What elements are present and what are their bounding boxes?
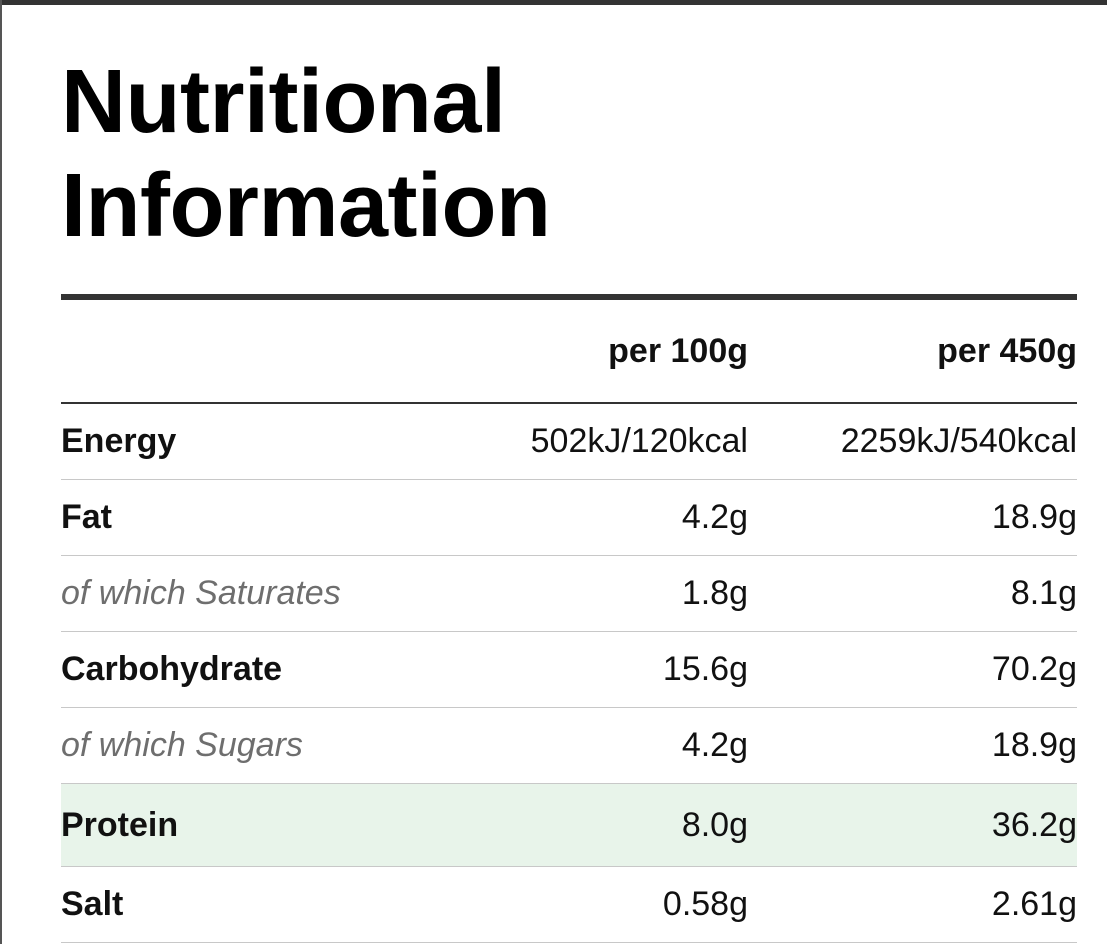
value-per-100g: 15.6g bbox=[448, 631, 748, 708]
top-border bbox=[0, 0, 1107, 5]
value-per-100g: 0.58g bbox=[448, 866, 748, 943]
value-per-100g: 8.0g bbox=[448, 783, 748, 867]
title-line-1: Nutritional bbox=[61, 52, 506, 152]
value-per-450g: 18.9g bbox=[748, 479, 1077, 556]
nutrient-name: Protein bbox=[61, 783, 448, 867]
table-row-energy: Energy 502kJ/120kcal 2259kJ/540kcal bbox=[61, 403, 1077, 480]
header-row: per 100g per 450g bbox=[61, 300, 1077, 404]
value-per-100g: 4.2g bbox=[448, 707, 748, 784]
table-row-saturates: of which Saturates 1.8g 8.1g bbox=[61, 555, 1077, 632]
value-per-450g: 70.2g bbox=[748, 631, 1077, 708]
header-per-450g: per 450g bbox=[748, 300, 1077, 404]
value-per-450g: 2259kJ/540kcal bbox=[748, 403, 1077, 480]
header-nutrient bbox=[61, 300, 448, 404]
table-row-salt: Salt 0.58g 2.61g bbox=[61, 866, 1077, 943]
nutrient-name: of which Saturates bbox=[61, 555, 448, 632]
value-per-100g: 502kJ/120kcal bbox=[448, 403, 748, 480]
value-per-450g: 36.2g bbox=[748, 783, 1077, 867]
table-row-sugars: of which Sugars 4.2g 18.9g bbox=[61, 707, 1077, 784]
nutrient-name: Fat bbox=[61, 479, 448, 556]
value-per-100g: 1.8g bbox=[448, 555, 748, 632]
nutrition-table-header: per 100g per 450g bbox=[61, 300, 1077, 404]
table-row-fat: Fat 4.2g 18.9g bbox=[61, 479, 1077, 556]
value-per-100g: 4.2g bbox=[448, 479, 748, 556]
table-row-protein: Protein 8.0g 36.2g bbox=[61, 783, 1077, 867]
value-per-450g: 2.61g bbox=[748, 866, 1077, 943]
nutrition-table-body: Energy 502kJ/120kcal 2259kJ/540kcal Fat … bbox=[61, 403, 1077, 943]
value-per-450g: 8.1g bbox=[748, 555, 1077, 632]
page-title: Nutritional Information bbox=[61, 50, 551, 258]
title-divider bbox=[61, 294, 1077, 300]
value-per-450g: 18.9g bbox=[748, 707, 1077, 784]
table-row-carbohydrate: Carbohydrate 15.6g 70.2g bbox=[61, 631, 1077, 708]
nutrient-name: Salt bbox=[61, 866, 448, 943]
title-line-2: Information bbox=[61, 156, 551, 256]
nutrition-table: per 100g per 450g Energy 502kJ/120kcal 2… bbox=[61, 300, 1077, 943]
nutrient-name: Energy bbox=[61, 403, 448, 480]
left-border bbox=[0, 0, 2, 944]
nutrient-name: of which Sugars bbox=[61, 707, 448, 784]
header-per-100g: per 100g bbox=[448, 300, 748, 404]
nutrient-name: Carbohydrate bbox=[61, 631, 448, 708]
